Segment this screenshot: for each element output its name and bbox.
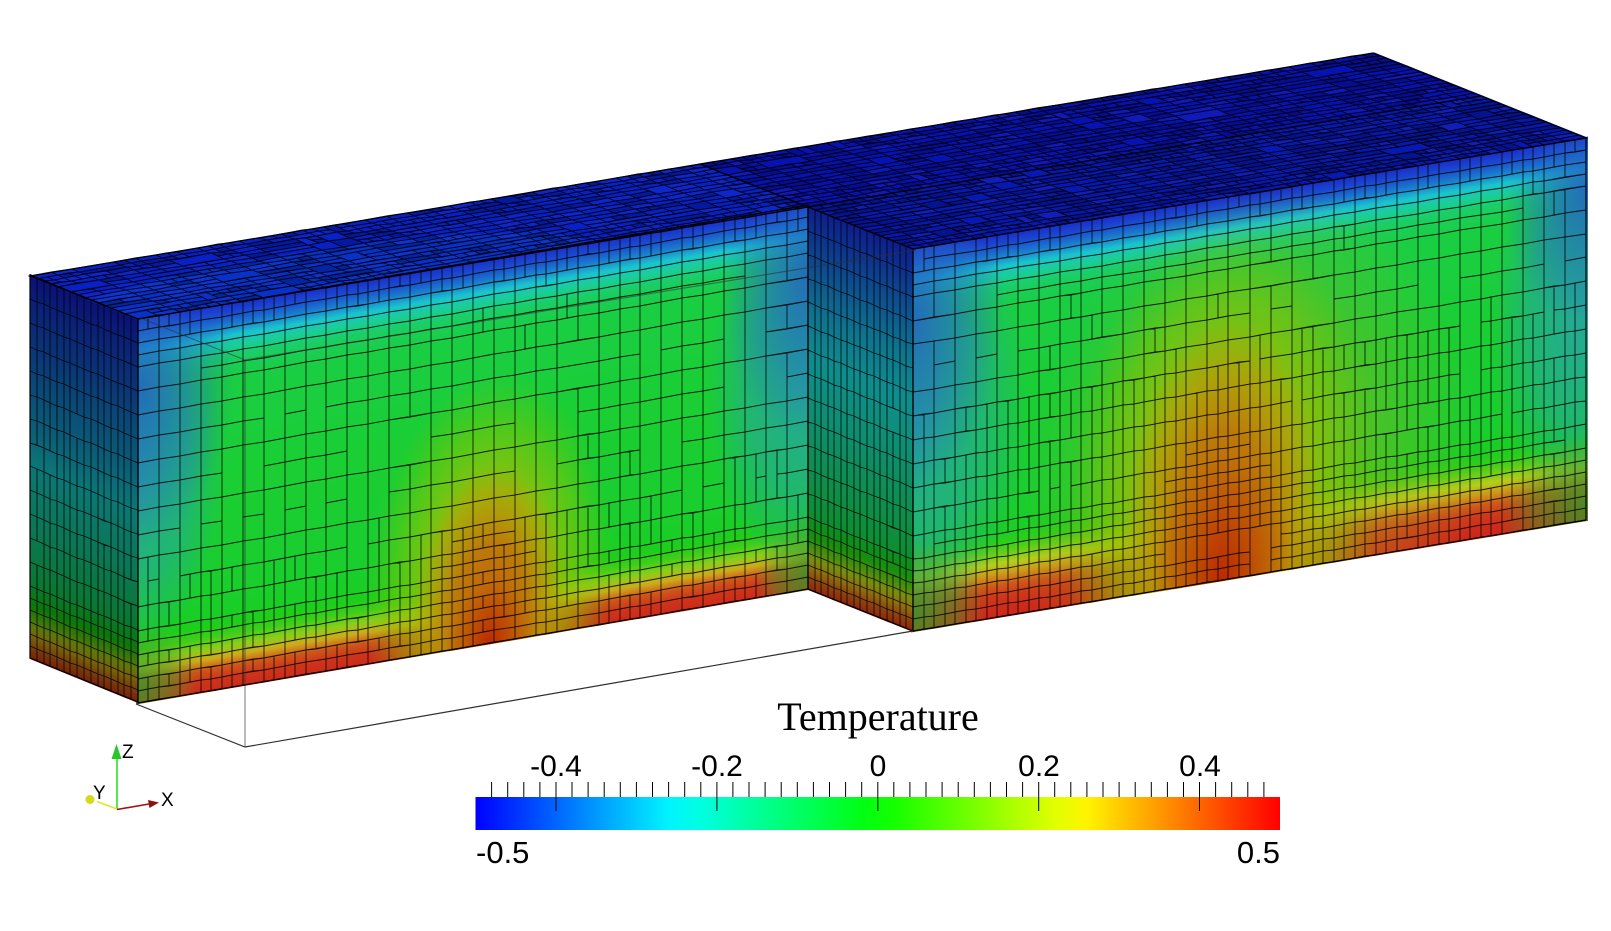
- svg-text:0.2: 0.2: [1018, 750, 1060, 783]
- svg-text:Z: Z: [122, 742, 134, 763]
- svg-text:0: 0: [870, 750, 887, 783]
- svg-text:Temperature: Temperature: [777, 694, 979, 739]
- svg-text:0.5: 0.5: [1237, 835, 1280, 870]
- svg-text:Y: Y: [93, 783, 106, 804]
- svg-text:-0.5: -0.5: [476, 835, 529, 870]
- svg-text:X: X: [161, 790, 174, 811]
- svg-text:-0.2: -0.2: [691, 750, 743, 783]
- svg-text:0.4: 0.4: [1179, 750, 1221, 783]
- svg-text:-0.4: -0.4: [530, 750, 582, 783]
